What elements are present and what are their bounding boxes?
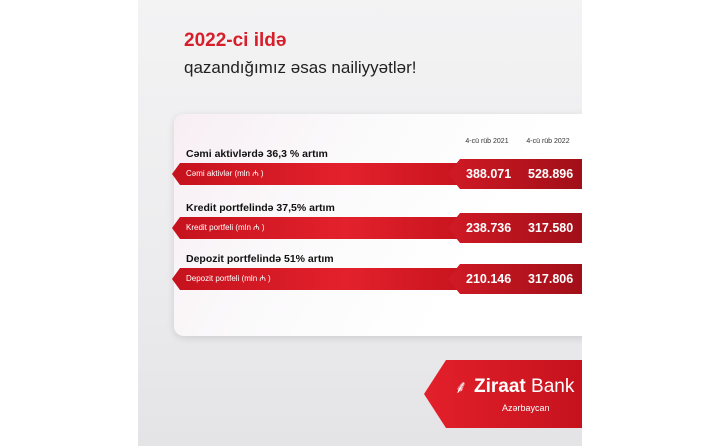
value-2022: 317.580 (528, 221, 574, 235)
title-subtitle: qazandığımız əsas nailiyyətlər! (184, 58, 417, 77)
row-values: 210.146 317.806 (448, 264, 582, 294)
row-ribbon: Kredit portfeli (mln ₼ ) (172, 217, 462, 239)
row-heading: Depozit portfelində 51% artım (186, 253, 334, 265)
infographic: 2022-ci ildə qazandığımız əsas nailiyyət… (138, 0, 582, 446)
ziraat-bank-logo: ⸙ Ziraat Bank Azərbaycan (424, 360, 582, 428)
value-2021: 210.146 (466, 272, 512, 286)
row-label: Cəmi aktivlər (mln ₼ ) (186, 169, 264, 178)
value-2022: 528.896 (528, 167, 574, 181)
row-heading: Cəmi aktivlərdə 36,3 % artım (186, 148, 328, 160)
column-header-2022: 4-cü rüb 2022 (526, 138, 570, 145)
row-label: Depozit portfeli (mln ₼ ) (186, 274, 271, 283)
row-ribbon: Depozit portfeli (mln ₼ ) (172, 268, 462, 290)
wheat-icon: ⸙ (454, 377, 468, 397)
row-label: Kredit portfeli (mln ₼ ) (186, 223, 265, 232)
column-header-2021: 4-cü rüb 2021 (465, 138, 509, 145)
title-year: 2022-ci ildə (184, 30, 287, 51)
value-2021: 388.071 (466, 167, 512, 181)
value-2021: 238.736 (466, 221, 512, 235)
row-ribbon: Cəmi aktivlər (mln ₼ ) (172, 163, 462, 185)
logo-subtitle: Azərbaycan (502, 403, 550, 413)
value-2022: 317.806 (528, 272, 574, 286)
row-values: 388.071 528.896 (448, 159, 582, 189)
row-heading: Kredit portfelində 37,5% artım (186, 202, 335, 214)
row-values: 238.736 317.580 (448, 213, 582, 243)
logo-name: Ziraat Bank (474, 376, 575, 397)
